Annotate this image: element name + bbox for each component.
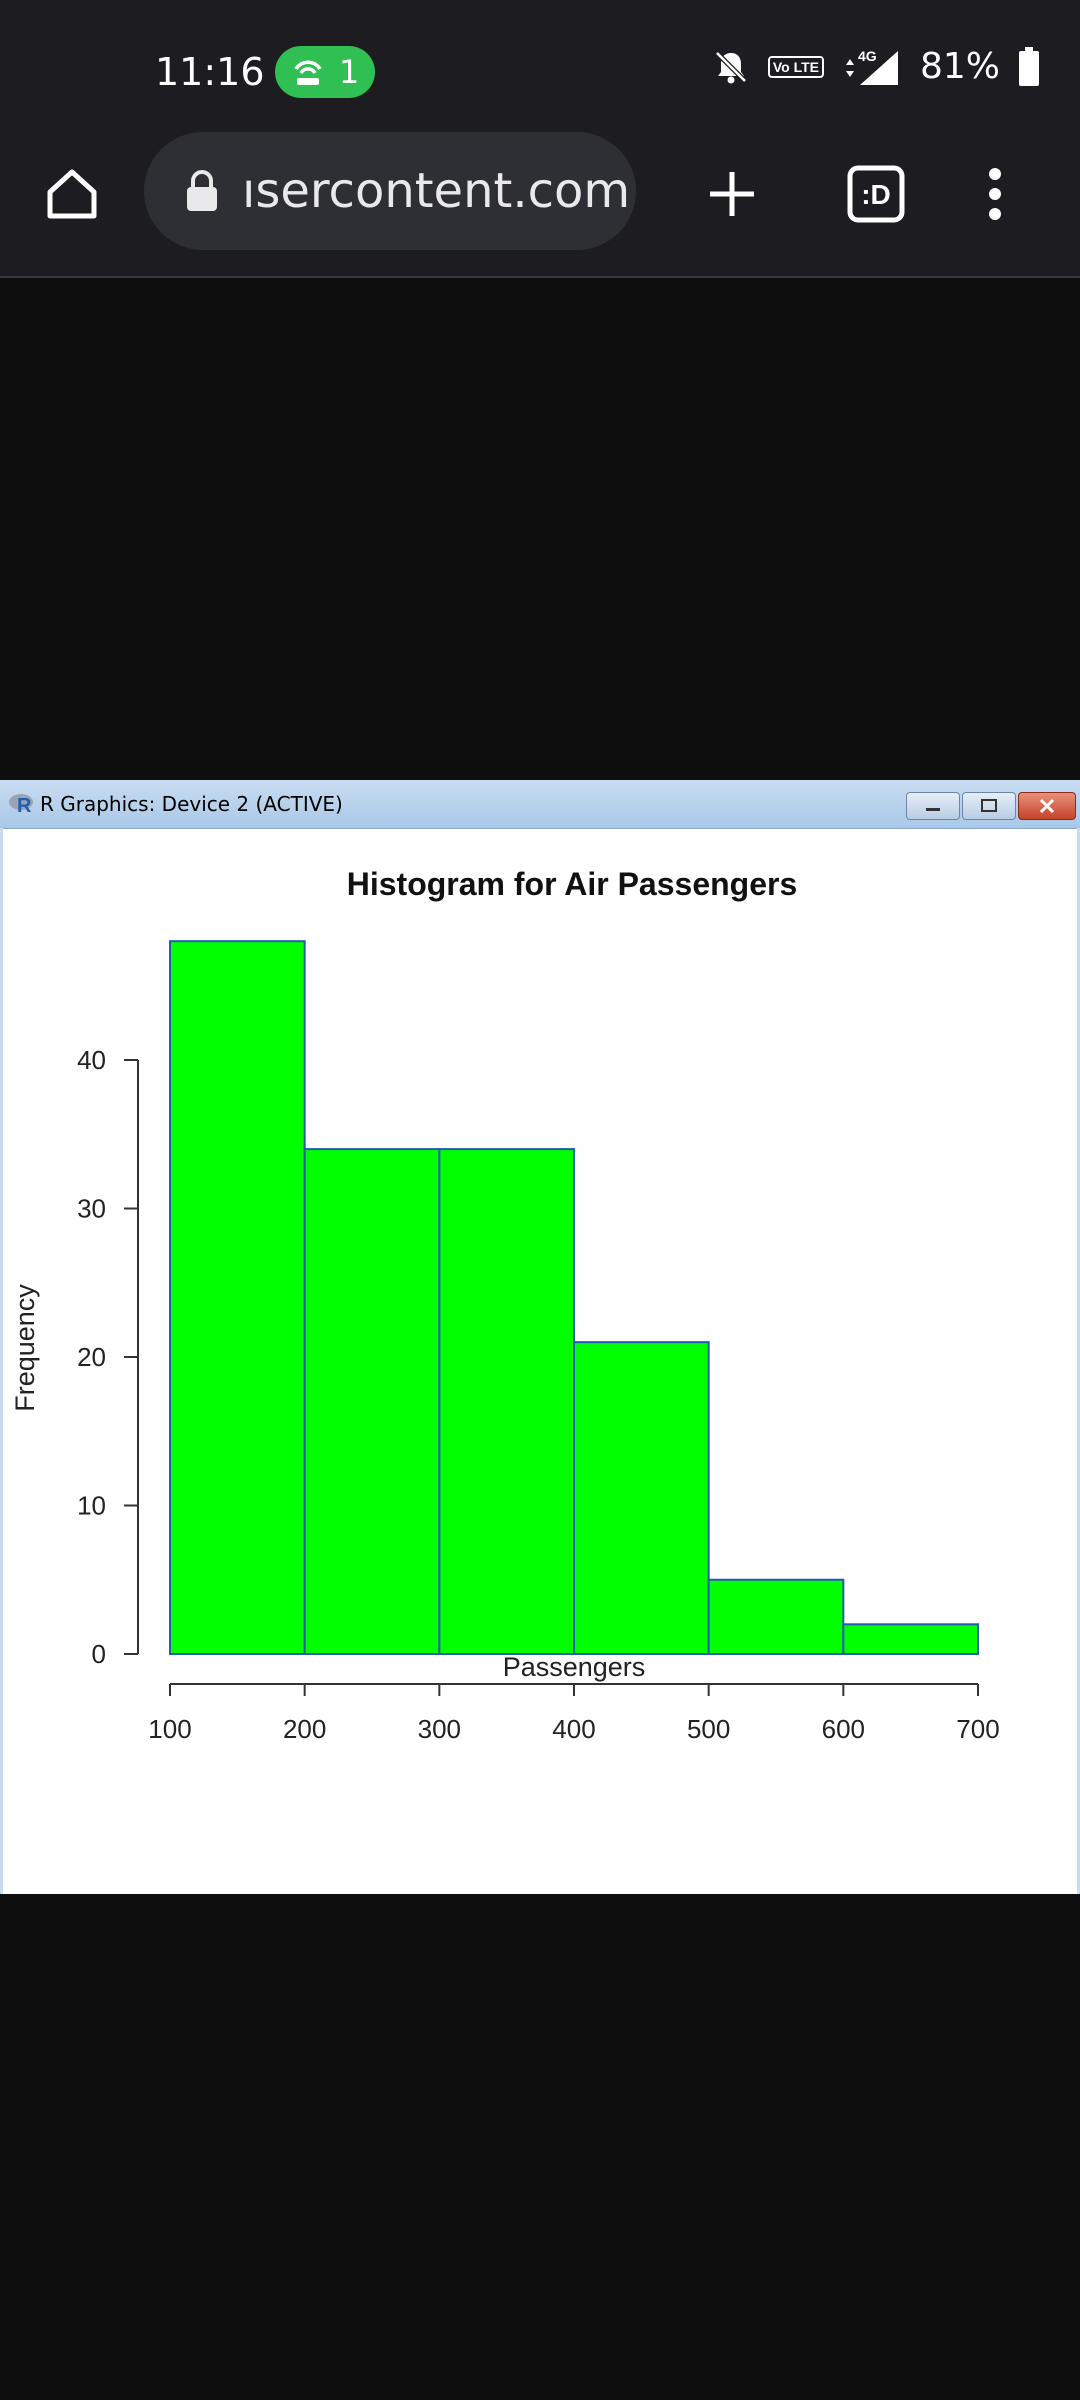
maximize-icon (981, 799, 997, 812)
tab-switcher-icon: :D (847, 165, 905, 223)
window-right-border (1077, 828, 1080, 1894)
lock-icon (187, 170, 217, 211)
x-tick-label: 100 (148, 1714, 191, 1744)
battery-icon (1019, 46, 1039, 86)
address-bar[interactable]: ısercontent.com (144, 132, 636, 250)
y-axis-label: Frequency (10, 1284, 40, 1412)
y-tick-label: 10 (77, 1491, 106, 1521)
overflow-menu-button[interactable] (960, 152, 1030, 236)
histogram-bar (438, 1148, 576, 1655)
status-bar: 11:16 1 Vo LTE 4G 81% (0, 0, 1080, 130)
bars-group (169, 940, 979, 1656)
histogram-bar (303, 1148, 441, 1655)
histogram-chart: Histogram for Air Passengers 100 200 300 40… (10, 866, 1000, 1744)
x-tick-label: 300 (418, 1714, 461, 1744)
histogram-bar (573, 1341, 710, 1656)
svg-text:R: R (17, 795, 32, 816)
close-button[interactable] (1018, 792, 1076, 820)
tab-switcher-button[interactable]: :D (834, 152, 918, 236)
minimize-icon (926, 808, 940, 811)
x-tick-label: 400 (552, 1714, 595, 1744)
hotspot-icon (294, 60, 322, 85)
hotspot-count: 1 (338, 53, 360, 91)
home-icon (47, 169, 97, 219)
r-graphics-window: R R Graphics: Device 2 (ACTIVE) Histogra… (0, 780, 1080, 1894)
window-title: R Graphics: Device 2 (ACTIVE) (40, 792, 343, 816)
volte-icon: Vo LTE (767, 55, 824, 78)
network-type: 4G (858, 48, 877, 64)
new-tab-icon (710, 172, 754, 216)
y-tick-label: 30 (77, 1194, 106, 1224)
signal-4g-icon: 4G (845, 48, 898, 85)
home-button[interactable] (30, 152, 114, 236)
x-tick-label: 700 (956, 1714, 999, 1744)
browser-toolbar: ısercontent.com :D (0, 130, 1080, 278)
overflow-menu-icon (989, 168, 1001, 220)
notifications-muted-icon (715, 50, 747, 83)
maximize-button[interactable] (962, 792, 1016, 820)
x-tick-label: 200 (283, 1714, 326, 1744)
url-text: ısercontent.com (242, 163, 631, 219)
histogram-bar (842, 1623, 979, 1655)
y-tick-label: 0 (92, 1639, 106, 1669)
histogram-bar (169, 940, 306, 1655)
status-time: 11:16 (155, 50, 265, 94)
x-tick-label: 600 (822, 1714, 865, 1744)
x-tick-label: 500 (687, 1714, 730, 1744)
chart-title: Histogram for Air Passengers (347, 866, 798, 902)
x-axis-label: Passengers (503, 1652, 646, 1682)
hotspot-badge: 1 (275, 46, 375, 98)
y-axis: 0 10 20 30 40 (77, 1045, 139, 1669)
tab-switcher-label: :D (861, 179, 891, 210)
status-icons: Vo LTE 4G 81% (712, 46, 1040, 87)
histogram-bar (707, 1578, 845, 1655)
minimize-button[interactable] (906, 792, 960, 820)
r-logo-icon: R (9, 794, 33, 816)
y-tick-label: 40 (77, 1045, 106, 1075)
battery-percent: 81% (919, 46, 1000, 87)
new-tab-button[interactable] (690, 152, 774, 236)
close-icon (1039, 798, 1055, 814)
x-axis: 100 200 300 400 500 600 700 (148, 1683, 1000, 1744)
window-titlebar[interactable]: R R Graphics: Device 2 (ACTIVE) (0, 780, 1080, 829)
window-left-border (0, 828, 3, 1894)
y-tick-label: 20 (77, 1342, 106, 1372)
